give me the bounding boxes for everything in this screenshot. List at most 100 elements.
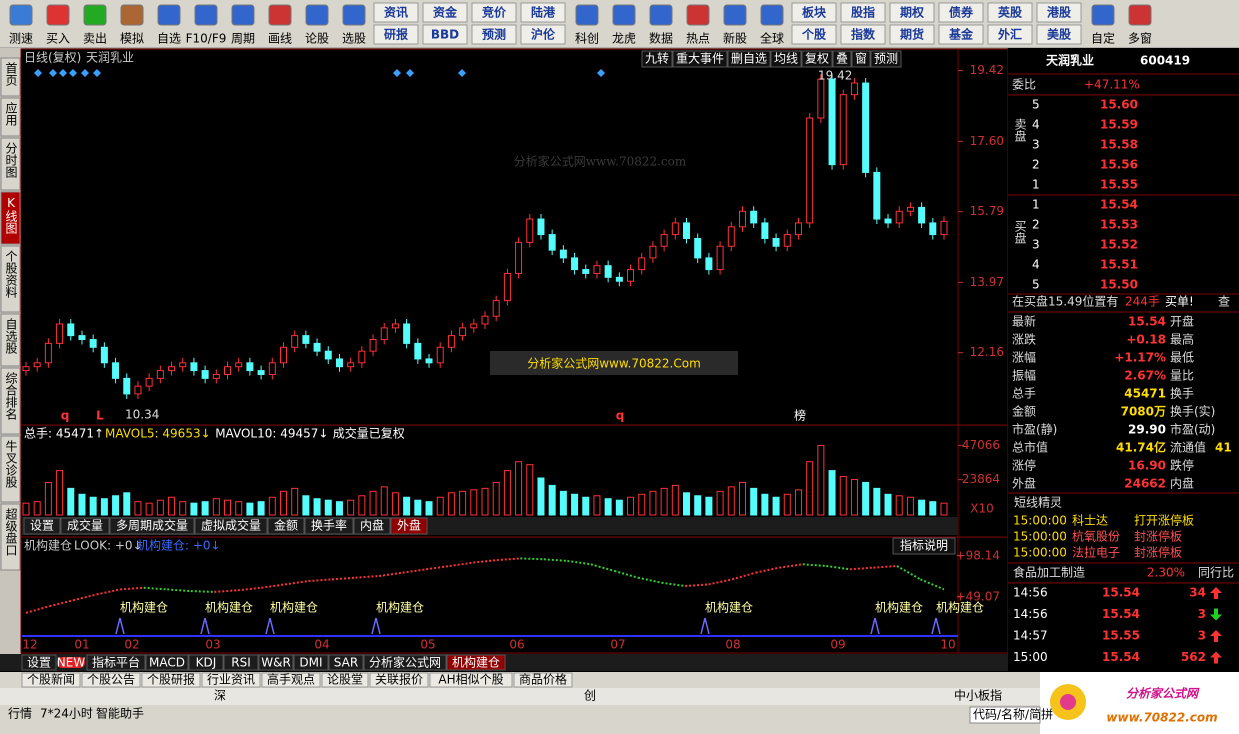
toolbar-pair-bottom[interactable] (889, 24, 935, 45)
chart-button[interactable] (641, 50, 673, 68)
toolbar-pair-top[interactable] (987, 2, 1033, 23)
toolbar-pair-bottom[interactable] (471, 24, 517, 45)
toolbar-button[interactable]: 周期 (231, 32, 255, 46)
toolbar-pair-bottom[interactable] (1036, 24, 1082, 45)
chart-button[interactable] (832, 50, 852, 68)
side-tab[interactable] (0, 137, 21, 191)
news-tab-label[interactable]: 高手观点 (267, 672, 315, 687)
toolbar-button[interactable]: 自定 (1091, 31, 1115, 46)
chart-button-label[interactable]: 预测 (874, 52, 898, 66)
chart-button-label[interactable]: 窗 (855, 52, 867, 66)
bottom-tab-label[interactable]: DMI (299, 656, 322, 670)
chart-button-label[interactable]: 复权 (805, 52, 829, 66)
bottom-tab[interactable] (328, 654, 364, 671)
toolbar-button[interactable]: 卖出 (83, 32, 107, 46)
toolbar-button[interactable]: 英股 (998, 5, 1023, 20)
toolbar-pair-top[interactable] (471, 2, 517, 23)
toolbar-button[interactable]: 画线 (268, 32, 292, 46)
bottom-tab[interactable] (223, 654, 259, 671)
toolbar-button[interactable]: 全球 (760, 31, 784, 46)
bottom-tab-label[interactable]: 设置 (27, 656, 51, 670)
toolbar-button[interactable]: BBD (431, 28, 459, 42)
toolbar-button[interactable]: 期权 (900, 5, 925, 20)
bottom-tab[interactable] (446, 654, 506, 671)
news-tab-label[interactable]: 个股新闻 (27, 672, 75, 687)
toolbar-button[interactable]: F10/F9 (186, 32, 227, 46)
toolbar-button[interactable]: 债券 (949, 5, 974, 20)
volume-tab[interactable] (304, 517, 354, 535)
toolbar-button[interactable]: 基金 (948, 27, 974, 42)
toolbar-pair-top[interactable] (422, 2, 468, 23)
event-diamond[interactable] (34, 69, 42, 77)
toolbar-button[interactable]: 数据 (649, 31, 673, 46)
toolbar-pair-bottom[interactable] (422, 24, 468, 45)
bottom-tab[interactable] (258, 654, 294, 671)
event-diamond[interactable] (93, 69, 101, 77)
toolbar-button[interactable]: 资讯 (384, 5, 408, 20)
news-tab[interactable] (369, 672, 429, 688)
event-diamond[interactable] (458, 69, 466, 77)
toolbar-pair-bottom[interactable] (791, 24, 837, 45)
side-tab-label[interactable]: 分时图 (4, 142, 18, 178)
toolbar-button[interactable]: 竞价 (482, 5, 507, 20)
toolbar-button[interactable]: 自选 (157, 32, 181, 46)
chart-button[interactable] (801, 50, 833, 68)
volume-tab[interactable] (194, 517, 268, 535)
bottom-tab[interactable] (293, 654, 329, 671)
chart-button-label[interactable]: 叠 (836, 52, 848, 66)
toolbar-button[interactable]: 美股 (1047, 27, 1072, 42)
event-diamond[interactable] (597, 69, 605, 77)
side-tab[interactable] (0, 367, 21, 435)
chart-button[interactable] (770, 50, 802, 68)
toolbar-button[interactable]: 外汇 (998, 27, 1022, 42)
news-tab-label[interactable]: AH相似个股 (438, 673, 503, 687)
side-tab-label[interactable]: 牛叉诊股 (4, 439, 18, 489)
toolbar-button[interactable]: 个股 (801, 27, 827, 42)
chart-button-label[interactable]: 九转 (645, 51, 669, 66)
side-tab-label[interactable]: 应用 (4, 101, 18, 127)
toolbar-button[interactable]: 新股 (723, 31, 747, 46)
volume-tab[interactable] (109, 517, 195, 535)
event-diamond[interactable] (393, 69, 401, 77)
toolbar-button[interactable]: 期货 (900, 27, 924, 42)
news-tab-label[interactable]: 个股研报 (147, 672, 195, 687)
chart-button[interactable] (851, 50, 871, 68)
toolbar-pair-bottom[interactable] (373, 24, 419, 45)
news-tab[interactable] (321, 672, 369, 688)
news-tab[interactable] (21, 672, 81, 688)
news-tab[interactable] (81, 672, 141, 688)
toolbar-button[interactable]: 热点 (686, 32, 710, 46)
event-diamond[interactable] (59, 69, 67, 77)
volume-tab[interactable] (60, 517, 110, 535)
news-tab[interactable] (141, 672, 201, 688)
side-tab[interactable] (0, 245, 21, 313)
news-tab-label[interactable]: 行业资讯 (207, 673, 255, 687)
toolbar-button[interactable]: 测速 (9, 32, 33, 46)
toolbar-pair-top[interactable] (373, 2, 419, 23)
side-tab-label[interactable]: K线图 (4, 196, 18, 234)
toolbar-pair-top[interactable] (840, 2, 886, 23)
volume-tab[interactable] (390, 517, 428, 535)
bottom-tab[interactable] (21, 654, 57, 671)
side-tab[interactable] (0, 503, 21, 571)
news-tab-label[interactable]: 关联报价 (375, 672, 423, 687)
side-tab[interactable] (0, 313, 21, 367)
news-tab[interactable] (513, 672, 573, 688)
news-tab[interactable] (261, 672, 321, 688)
toolbar-button[interactable]: 沪伦 (531, 27, 556, 42)
volume-tab[interactable] (353, 517, 391, 535)
side-tab[interactable] (0, 435, 21, 503)
side-tab[interactable] (0, 191, 21, 245)
toolbar-button[interactable]: 股指 (851, 5, 875, 20)
bottom-tab-label[interactable]: 机构建仓 (452, 655, 500, 670)
news-tab-label[interactable]: 论股堂 (327, 673, 363, 687)
news-tab-label[interactable]: 商品价格 (519, 672, 567, 687)
toolbar-pair-bottom[interactable] (987, 24, 1033, 45)
volume-tab-label[interactable]: 设置 (30, 519, 54, 533)
toolbar-button[interactable]: 资金 (433, 5, 458, 20)
event-diamond[interactable] (49, 69, 57, 77)
toolbar-pair-top[interactable] (791, 2, 837, 23)
bottom-tab-label[interactable]: RSI (231, 656, 251, 670)
bottom-tab-label[interactable]: KDJ (196, 656, 217, 670)
bottom-tab-label[interactable]: 分析家公式网 (369, 655, 441, 670)
